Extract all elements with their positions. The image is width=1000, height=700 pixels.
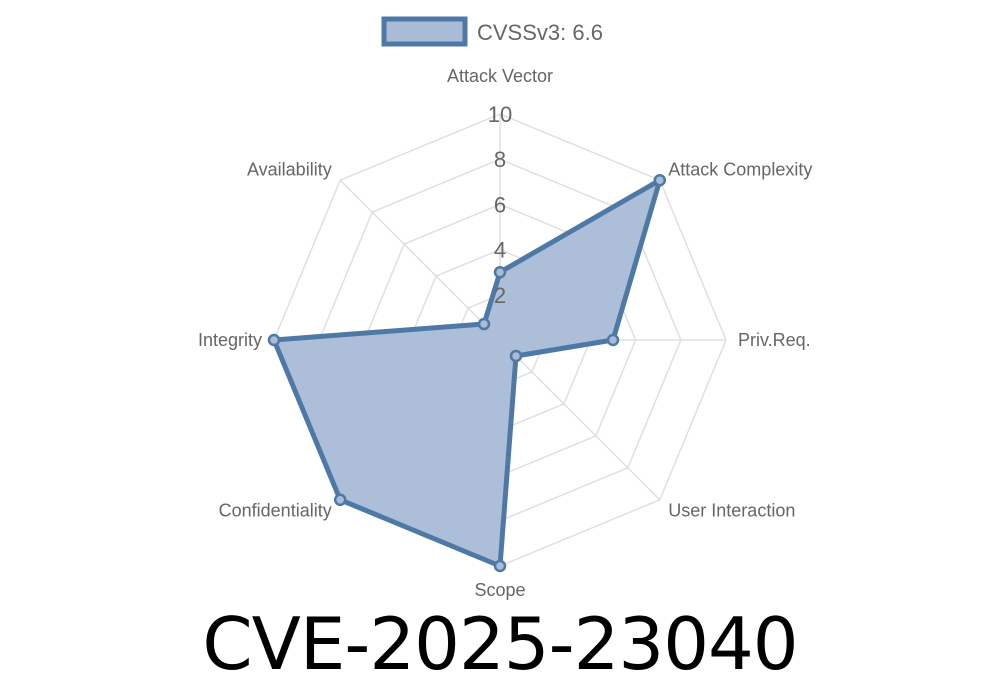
data-point[interactable] <box>493 559 507 573</box>
data-point[interactable] <box>606 333 620 347</box>
page-title: CVE-2025-23040 <box>202 602 798 686</box>
data-point[interactable] <box>477 317 491 331</box>
grid-spoke <box>339 179 501 341</box>
axis-label: Integrity <box>198 330 262 350</box>
axis-label: Confidentiality <box>219 500 332 520</box>
data-point[interactable] <box>509 349 523 363</box>
radar-series <box>267 173 667 573</box>
legend[interactable]: CVSSv3: 6.6 <box>381 16 603 47</box>
data-point[interactable] <box>333 493 347 507</box>
axis-label: Availability <box>247 160 332 180</box>
data-point[interactable] <box>493 265 507 279</box>
data-point[interactable] <box>653 173 667 187</box>
axis-label: Attack Vector <box>447 66 553 86</box>
radar-axis-labels: Attack Vector Attack Complexity Priv.Req. U… <box>198 66 812 600</box>
tick-label: 8 <box>494 147 506 172</box>
axis-label: Priv.Req. <box>738 330 811 350</box>
grid-spoke <box>499 339 661 501</box>
tick-label: 6 <box>494 192 506 217</box>
axis-label: Scope <box>474 580 525 600</box>
data-point[interactable] <box>267 333 281 347</box>
tick-label: 10 <box>488 102 512 127</box>
legend-label: CVSSv3: 6.6 <box>477 20 603 45</box>
axis-label: User Interaction <box>668 500 795 520</box>
axis-label: Attack Complexity <box>668 160 812 180</box>
tick-label: 2 <box>494 283 506 308</box>
series-area <box>271 177 663 569</box>
radar-ticks: 2 4 6 8 10 <box>488 102 512 308</box>
tick-label: 4 <box>494 238 506 263</box>
legend-swatch <box>381 16 468 47</box>
